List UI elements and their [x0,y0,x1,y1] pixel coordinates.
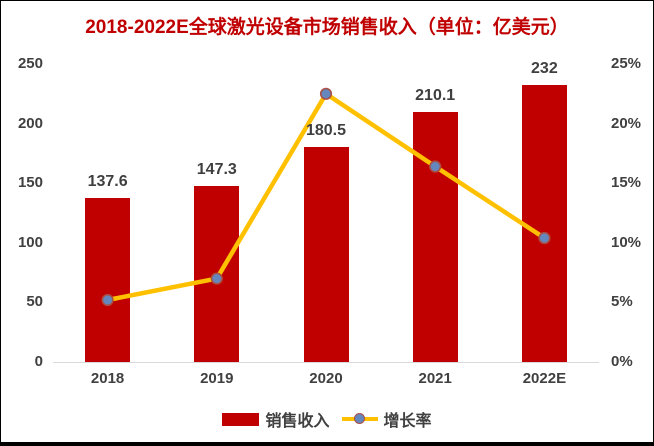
bar-value-label-2018: 137.6 [87,172,128,190]
growth-rate-marker-2020 [319,87,333,100]
chart-title: 2018-2022E全球激光设备市场销售收入（单位：亿美元） [85,17,569,38]
legend-label-growth-rate: 增长率 [383,413,432,430]
left-axis-tick-250: 250 [17,55,43,72]
bar-2020 [303,146,349,362]
bar-2022E [521,85,567,362]
growth-rate-swatch [341,412,378,426]
left-axis-tick-100: 100 [17,233,43,251]
x-axis-label-2019: 2019 [200,370,234,387]
x-axis-label-2022E: 2022E [522,370,567,387]
bar-value-label-2022E: 232 [531,60,558,78]
right-axis-tick-25: 25% [611,55,642,72]
right-axis-tick-10: 10% [611,233,642,251]
x-axis-label-2018: 2018 [90,370,125,387]
bar-value-label-2021: 210.1 [415,86,456,104]
right-axis-tick-5: 5% [611,293,633,311]
legend-label-sales-revenue: 销售收入 [265,413,330,430]
x-axis-label-2020: 2020 [309,370,343,387]
bar-value-label-2019: 147.3 [196,161,237,179]
line-swatch-marker-icon [353,413,365,424]
bar-value-label-2020: 180.5 [305,121,347,139]
left-axis-tick-50: 50 [26,293,43,311]
legend-item-sales-revenue: 销售收入 [222,407,330,431]
legend-item-growth-rate: 增长率 [341,407,432,431]
x-axis-label-2021: 2021 [418,370,452,387]
left-axis-tick-200: 200 [17,114,43,132]
bar-2019 [194,186,240,362]
bar-2021 [412,111,458,362]
right-axis-tick-0: 0% [611,353,633,370]
right-axis-tick-15: 15% [611,174,642,192]
right-axis-tick-20: 20% [611,114,642,132]
x-axis-line [53,362,599,363]
sales-revenue-swatch [222,412,260,426]
legend: 销售收入 增长率 [1,407,653,431]
bar-2018 [85,197,131,362]
left-axis-tick-0: 0 [34,353,43,370]
left-axis-tick-150: 150 [17,174,43,192]
